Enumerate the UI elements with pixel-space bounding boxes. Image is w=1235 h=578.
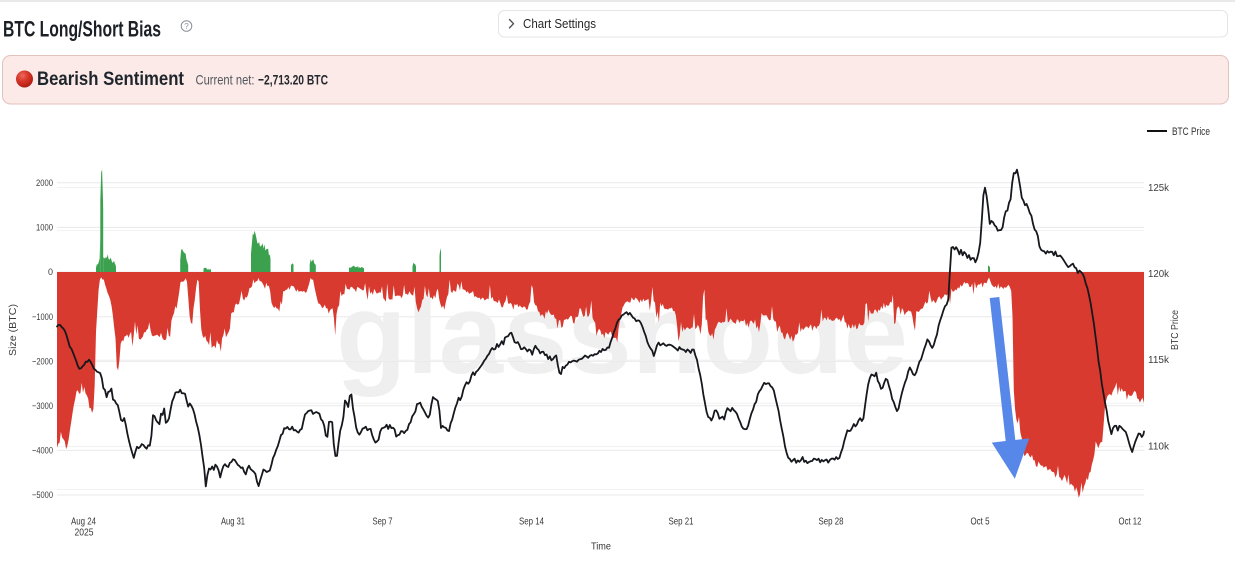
svg-text:2025: 2025 — [75, 527, 94, 539]
svg-text:1000: 1000 — [36, 223, 53, 234]
svg-text:BTC Price: BTC Price — [1169, 310, 1181, 350]
svg-text:Sep 21: Sep 21 — [669, 516, 694, 528]
svg-text:Sep 14: Sep 14 — [519, 516, 544, 528]
svg-text:120k: 120k — [1148, 269, 1170, 280]
svg-text:Aug 31: Aug 31 — [221, 516, 245, 528]
svg-text:Chart Settings: Chart Settings — [523, 16, 596, 31]
svg-text:−5000: −5000 — [32, 490, 53, 501]
svg-text:Size (BTC): Size (BTC) — [7, 304, 19, 356]
svg-text:115k: 115k — [1148, 355, 1170, 366]
svg-text:−1000: −1000 — [32, 312, 53, 323]
svg-text:−4000: −4000 — [32, 446, 53, 457]
svg-text:Time: Time — [591, 541, 611, 553]
svg-text:Sep 7: Sep 7 — [373, 516, 393, 528]
svg-text:Bearish Sentiment: Bearish Sentiment — [37, 68, 184, 90]
svg-text:110k: 110k — [1148, 441, 1170, 452]
svg-text:−3000: −3000 — [32, 401, 53, 412]
svg-text:−2000: −2000 — [32, 356, 53, 367]
svg-text:−2,713.20 BTC: −2,713.20 BTC — [258, 72, 328, 88]
svg-text:Current net:: Current net: — [196, 72, 255, 88]
svg-text:2000: 2000 — [36, 178, 53, 189]
svg-text:?: ? — [184, 22, 189, 31]
svg-text:BTC Long/Short Bias: BTC Long/Short Bias — [3, 17, 161, 42]
svg-text:125k: 125k — [1148, 183, 1170, 194]
svg-text:Aug 24: Aug 24 — [71, 516, 96, 528]
svg-text:Sep 28: Sep 28 — [819, 516, 844, 528]
svg-text:Oct 12: Oct 12 — [1119, 516, 1142, 528]
svg-text:Oct 5: Oct 5 — [971, 516, 990, 528]
svg-text:BTC Price: BTC Price — [1172, 126, 1210, 138]
svg-text:0: 0 — [48, 267, 53, 278]
